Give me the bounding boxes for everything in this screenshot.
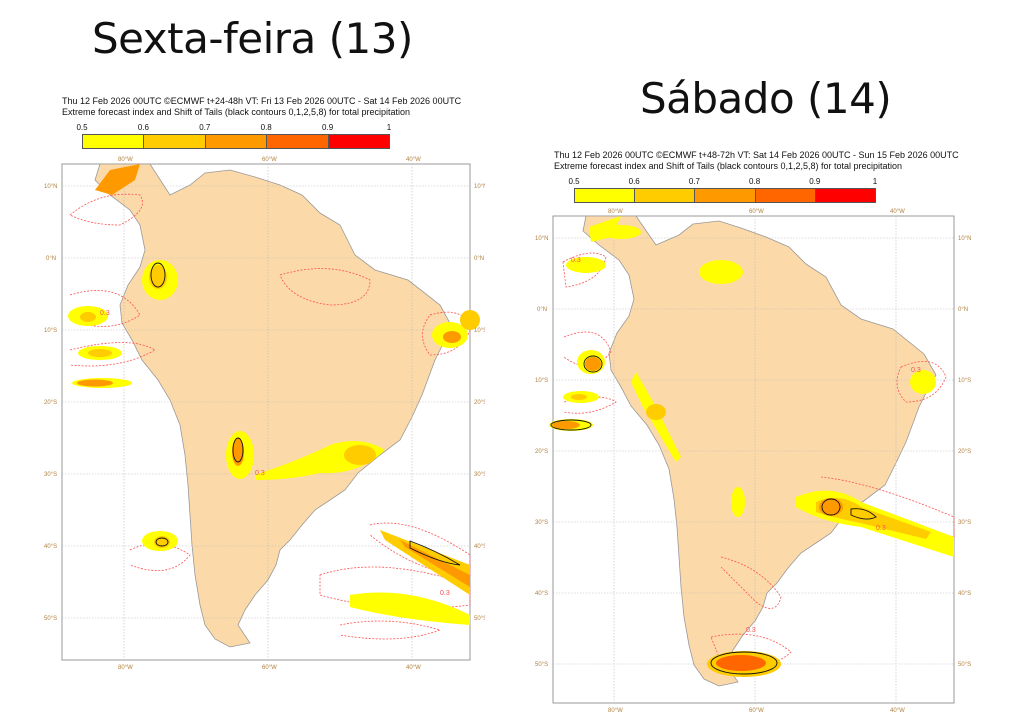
panel-title-saturday: Sábado (14)	[640, 74, 892, 123]
header-line1-saturday: Thu 12 Feb 2026 00UTC ©ECMWF t+48-72h VT…	[554, 150, 959, 160]
tick: 0.8	[749, 177, 761, 186]
colorbar-bin	[144, 135, 206, 148]
lat-label: 10°S	[958, 378, 971, 384]
lat-label: 20°S	[44, 400, 57, 406]
colorbar-bin	[755, 189, 816, 202]
lat-label: 20°S	[474, 400, 485, 406]
lon-label: 40°W	[890, 209, 905, 215]
lat-label: 10°S	[474, 328, 485, 334]
lon-label: 60°W	[262, 665, 277, 671]
lat-label: 10°N	[958, 236, 971, 242]
lat-label: 0°N	[958, 307, 968, 313]
lat-label: 50°S	[535, 662, 548, 668]
lon-label: 80°W	[608, 209, 623, 215]
contour-label: 0.3	[255, 470, 265, 477]
tick: 0.6	[628, 177, 640, 186]
lon-label: 60°W	[749, 708, 764, 714]
colorbar-saturday	[574, 188, 876, 203]
efi-map-friday: 80°W 60°W 40°W 80°W 60°W 40°W 10°N 0°N 1…	[44, 157, 485, 671]
lat-label: 30°S	[474, 472, 485, 478]
header-line2-saturday: Extreme forecast index and Shift of Tail…	[554, 161, 903, 171]
colorbar-bin	[205, 135, 268, 148]
header-line1-friday: Thu 12 Feb 2026 00UTC ©ECMWF t+24-48h VT…	[62, 96, 462, 106]
lat-label: 10°N	[474, 184, 485, 190]
tick: 0.7	[199, 123, 211, 132]
lat-label: 40°S	[958, 591, 971, 597]
lat-label: 30°S	[535, 520, 548, 526]
tick: 1	[386, 123, 392, 132]
lat-label: 50°S	[474, 616, 485, 622]
lat-label: 30°S	[44, 472, 57, 478]
lat-label: 0°N	[46, 256, 56, 262]
lon-label: 80°W	[608, 708, 623, 714]
south-america-landmass	[94, 163, 453, 648]
tick: 0.9	[809, 177, 821, 186]
lat-label: 0°N	[474, 256, 484, 262]
lat-label: 50°S	[958, 662, 971, 668]
lat-label: 10°S	[44, 328, 57, 334]
efi-map-saturday: 80°W 60°W 40°W 80°W 60°W 40°W 10°N 0°N 1…	[535, 209, 971, 714]
contour-label: 0.3	[100, 310, 110, 317]
colorbar-bin	[328, 135, 390, 148]
lat-label: 0°N	[537, 307, 547, 313]
colorbar-ticks-saturday: 0.5 0.6 0.7 0.8 0.9 1	[568, 177, 878, 187]
lat-label: 40°S	[535, 591, 548, 597]
lat-label: 40°S	[474, 544, 485, 550]
lat-label: 50°S	[44, 616, 57, 622]
header-line2-friday: Extreme forecast index and Shift of Tail…	[62, 107, 411, 117]
lat-label: 20°S	[958, 449, 971, 455]
tick: 0.5	[76, 123, 88, 132]
panel-title-friday: Sexta-feira (13)	[92, 14, 413, 63]
lon-label: 60°W	[749, 209, 764, 215]
lon-label: 40°W	[890, 708, 905, 714]
colorbar-friday	[82, 134, 390, 149]
lat-label: 30°S	[958, 520, 971, 526]
colorbar-bin	[815, 189, 876, 202]
colorbar-bin	[575, 189, 636, 202]
colorbar-bin	[83, 135, 145, 148]
colorbar-bin	[695, 189, 756, 202]
tick: 0.8	[260, 123, 272, 132]
contour-label: 0.3	[876, 525, 886, 532]
lat-label: 20°S	[535, 449, 548, 455]
contour-label: 0.3	[440, 590, 450, 597]
colorbar-bin	[267, 135, 329, 148]
lat-label: 10°S	[535, 378, 548, 384]
tick: 0.6	[137, 123, 149, 132]
colorbar-ticks-friday: 0.5 0.6 0.7 0.8 0.9 1	[76, 123, 392, 133]
lon-label: 80°W	[118, 157, 133, 163]
colorbar-bin	[635, 189, 696, 202]
lon-label: 40°W	[406, 665, 421, 671]
lon-label: 80°W	[118, 665, 133, 671]
tick: 1	[872, 177, 878, 186]
lon-label: 60°W	[262, 157, 277, 163]
lat-label: 40°S	[44, 544, 57, 550]
lat-label: 10°N	[535, 236, 548, 242]
contour-label: 0.3	[571, 257, 581, 264]
south-america-landmass	[582, 215, 937, 687]
lon-label: 40°W	[406, 157, 421, 163]
contour-label: 0.3	[746, 627, 756, 634]
tick: 0.5	[568, 177, 580, 186]
contour-label: 0.3	[911, 367, 921, 374]
lat-label: 10°N	[44, 184, 57, 190]
tick: 0.7	[688, 177, 700, 186]
tick: 0.9	[322, 123, 334, 132]
